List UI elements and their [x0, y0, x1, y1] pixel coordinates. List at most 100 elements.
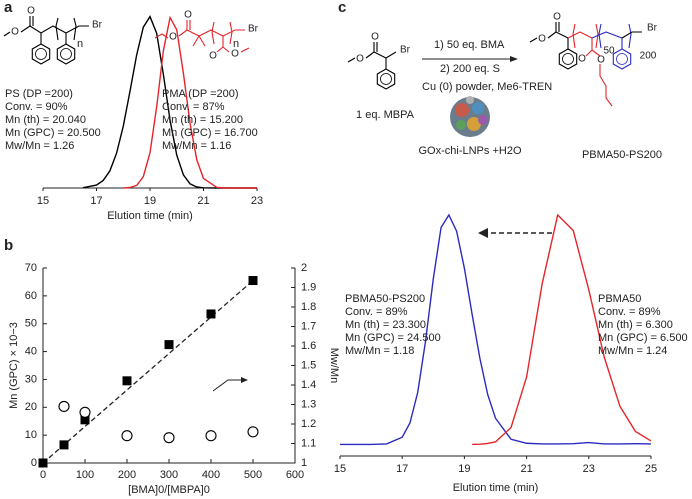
bond: [216, 46, 224, 53]
ring-aromatic: [616, 53, 628, 65]
y-tick-label: 20: [25, 401, 37, 413]
atom-label: Br: [248, 24, 259, 35]
x-tick-label: 21: [520, 463, 532, 475]
bond: [567, 31, 593, 39]
scheme-step: 2) 200 eq. S: [440, 63, 500, 75]
bond: [73, 17, 77, 41]
x-tick-label: 19: [144, 195, 156, 207]
atom-label: Br: [92, 20, 103, 31]
note-title: PMA (DP =200): [162, 88, 239, 100]
bond: [598, 23, 602, 49]
gpc-trace: [123, 15, 257, 189]
atom-label: O: [231, 49, 239, 60]
square-point: [122, 376, 132, 386]
bond: [591, 49, 601, 57]
x-tick-label: 17: [90, 195, 102, 207]
x-axis-label: Elution time (min): [453, 482, 539, 494]
y-tick-label: 40: [25, 345, 37, 357]
note-title: PBMA50-PS200: [345, 293, 425, 305]
x-tick-label: 400: [202, 469, 220, 481]
x-tick-label: 23: [583, 463, 595, 475]
bond: [529, 37, 538, 43]
bond: [572, 23, 576, 49]
atom-label: O: [11, 27, 19, 38]
note-line: Mw/Mn = 1.16: [162, 140, 231, 152]
note-line: Mw/Mn = 1.18: [345, 345, 414, 357]
x-tick-label: 0: [40, 469, 46, 481]
gpc-trace: [340, 213, 652, 446]
y2-tick-label: 2: [301, 262, 307, 274]
bond: [229, 21, 233, 45]
atom-label: O: [371, 32, 379, 43]
shift-arrow-head: [478, 228, 488, 238]
panel-label: c: [338, 0, 346, 16]
y2-tick-label: 1.1: [301, 437, 316, 449]
y-tick-label: 50: [25, 318, 37, 330]
note-title: PBMA50: [598, 293, 641, 305]
bond: [595, 23, 599, 49]
scheme-product: PBMA50-PS200: [582, 149, 662, 161]
note-line: Mn (GPC) = 24.500: [345, 332, 441, 344]
square-point: [59, 440, 69, 450]
bond: [591, 31, 623, 39]
square-point: [206, 309, 216, 319]
square-point: [38, 458, 48, 468]
x-axis-label: [BMA]0/[MBPA]0: [128, 484, 210, 496]
y2-tick-label: 1.2: [301, 418, 316, 430]
ring: [376, 68, 396, 90]
y-tick-label: 60: [25, 290, 37, 302]
note-line: Mn (th) = 20.040: [5, 114, 86, 126]
atom-label: O: [169, 32, 177, 43]
x-tick-label: 15: [334, 463, 346, 475]
bond: [198, 29, 245, 37]
y2-tick-label: 1.3: [301, 398, 316, 410]
circle-point: [247, 426, 259, 438]
scheme-initiator: 1 eq. MBPA: [356, 109, 415, 121]
bond: [20, 25, 31, 33]
x-tick-label: 15: [37, 195, 49, 207]
ring: [31, 43, 51, 65]
scheme-conditions: Cu (0) powder, Me6-TREN: [422, 81, 552, 93]
bond: [55, 17, 59, 41]
nanoparticle: [450, 96, 490, 137]
bond: [373, 51, 397, 59]
bond: [192, 35, 200, 47]
ring: [558, 48, 578, 70]
ring: [612, 48, 632, 70]
scheme-catalyst: GOx-chi-LNPs +H2O: [419, 145, 522, 157]
ring-aromatic: [380, 73, 392, 85]
atom-label: Br: [400, 45, 411, 56]
ring: [56, 43, 76, 65]
circle-point: [58, 400, 70, 413]
bond: [547, 31, 557, 39]
bond: [621, 31, 642, 39]
atom-label: n: [77, 38, 83, 50]
gpc-trace: [82, 15, 257, 189]
note-title: PS (DP =200): [5, 88, 73, 100]
bond: [222, 46, 230, 53]
note-line: Conv. = 89%: [598, 306, 661, 318]
circle-point: [163, 432, 175, 444]
atom-label: O: [27, 6, 35, 17]
y2-tick-label: 1.5: [301, 359, 316, 371]
y-tick-label: 30: [25, 373, 37, 385]
atom-label: 50: [603, 46, 615, 57]
square-point: [248, 276, 258, 286]
x-tick-label: 600: [286, 469, 304, 481]
atom-label: O: [553, 12, 561, 23]
ring-aromatic: [60, 48, 72, 60]
x-tick-label: 23: [251, 195, 263, 207]
bond: [599, 64, 613, 107]
x-tick-label: 200: [118, 469, 136, 481]
atom-label: O: [209, 51, 217, 62]
bond: [240, 47, 250, 53]
atom-label: 200: [640, 51, 657, 62]
note-line: Conv. = 90%: [5, 101, 68, 113]
ring-aromatic: [562, 53, 574, 65]
y2-axis-label: Mw/Mn: [328, 348, 340, 383]
bond: [585, 49, 593, 57]
x-axis-label: Elution time (min): [107, 210, 193, 222]
note-line: Conv. = 87%: [162, 101, 225, 113]
note-line: Mn (GPC) = 20.500: [5, 127, 101, 139]
